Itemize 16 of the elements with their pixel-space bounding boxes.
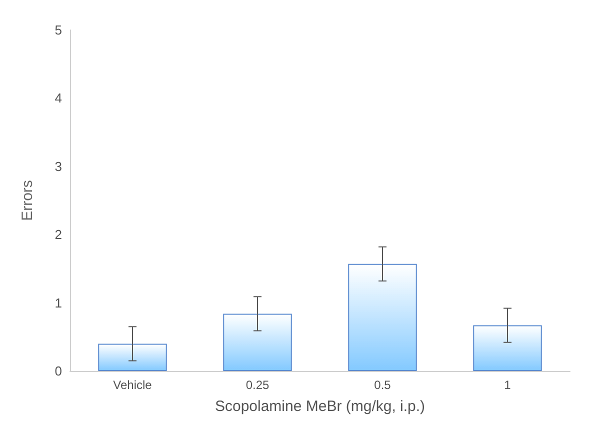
bar [98,344,167,371]
bar [473,325,542,371]
bar [348,264,417,371]
y-tick-label: 0 [54,364,62,378]
y-tick-label: 3 [54,158,62,174]
y-tick-label: 1 [54,295,62,310]
y-axis-title: Errors [19,180,36,221]
y-tick-label: 5 [54,22,62,38]
y-tick-label: 2 [54,227,62,242]
y-tick-label: 4 [54,90,62,106]
x-axis-title: Scopolamine MeBr (mg/kg, i.p.) [214,398,426,415]
bar [223,314,292,371]
x-tick-label: 0.25 [246,378,270,392]
x-tick-label: Vehicle [113,378,152,392]
x-tick-label: 1 [504,378,512,392]
x-tick-label: 0.5 [374,378,392,392]
